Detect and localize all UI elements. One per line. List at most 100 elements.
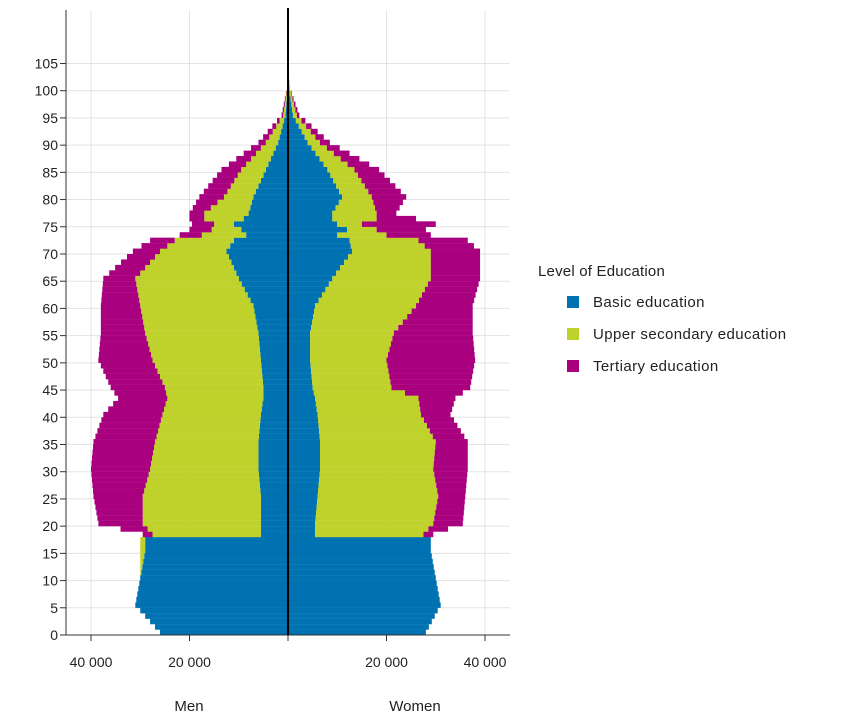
bar-men-secondary-age-65 xyxy=(135,275,239,282)
bar-women-basic-age-69 xyxy=(288,253,349,260)
bar-women-secondary-age-61 xyxy=(318,297,420,304)
bar-men-tertiary-age-97 xyxy=(283,101,285,108)
bar-men-tertiary-age-69 xyxy=(126,253,156,260)
bar-men-tertiary-age-46 xyxy=(108,379,163,385)
bar-men-basic-age-15 xyxy=(145,547,288,554)
bar-women-secondary-age-42 xyxy=(315,400,420,407)
bar-women-secondary-age-36 xyxy=(319,433,433,440)
bar-men-basic-age-60 xyxy=(253,302,288,309)
axes-layer: 0 5 10 15 20 25 30 35 40 45 50 55 60 65 70 75 80 85 90 95 10… xyxy=(35,8,510,670)
bar-women-basic-age-0 xyxy=(288,629,426,636)
bar-women-basic-age-41 xyxy=(288,406,317,412)
y-tick-label: 50 xyxy=(42,355,58,371)
bar-women-basic-age-77 xyxy=(288,210,333,217)
bar-women-basic-age-12 xyxy=(288,564,434,570)
bar-men-secondary-age-36 xyxy=(156,433,259,440)
bar-men-secondary-age-33 xyxy=(153,449,259,456)
legend: Level of Education Basic education Upper… xyxy=(538,263,786,382)
bar-men-basic-age-84 xyxy=(263,172,288,178)
bar-women-secondary-age-77 xyxy=(332,210,377,217)
bar-men-basic-age-87 xyxy=(270,156,288,162)
bar-women-tertiary-age-86 xyxy=(347,161,370,168)
bar-men-basic-age-10 xyxy=(140,575,288,581)
bar-women-secondary-age-54 xyxy=(310,335,393,342)
bar-women-secondary-age-83 xyxy=(333,177,362,184)
bar-women-basic-age-6 xyxy=(288,596,440,603)
bar-women-secondary-age-71 xyxy=(350,243,425,249)
bar-women-secondary-age-91 xyxy=(304,134,316,140)
bar-women-tertiary-age-94 xyxy=(301,117,306,124)
bar-men-tertiary-age-74 xyxy=(189,226,212,233)
bar-women-secondary-age-96 xyxy=(292,107,296,113)
bar-men-secondary-age-43 xyxy=(167,395,264,402)
bar-men-basic-age-59 xyxy=(254,308,288,315)
y-tick-label: 60 xyxy=(42,300,58,316)
bar-women-tertiary-age-37 xyxy=(429,428,461,434)
bar-women-tertiary-age-93 xyxy=(306,123,312,129)
bar-men-basic-age-17 xyxy=(145,537,288,543)
bar-women-secondary-age-47 xyxy=(311,373,390,380)
bar-women-tertiary-age-52 xyxy=(389,346,475,353)
bar-women-tertiary-age-23 xyxy=(436,504,465,510)
bar-women-tertiary-age-27 xyxy=(436,482,467,489)
bar-women-secondary-age-67 xyxy=(340,264,431,271)
bar-men-secondary-age-69 xyxy=(155,253,229,260)
bar-men-basic-age-2 xyxy=(150,618,288,625)
bar-women-secondary-age-20 xyxy=(315,520,434,527)
bar-men-basic-age-89 xyxy=(275,145,288,151)
bar-men-basic-age-29 xyxy=(258,471,288,478)
bar-women-basic-age-63 xyxy=(288,286,326,293)
bar-women-basic-age-10 xyxy=(288,575,436,581)
bar-women-basic-age-88 xyxy=(288,150,316,157)
legend-item-tertiary: Tertiary education xyxy=(538,350,786,382)
bar-men-basic-age-78 xyxy=(250,205,288,211)
bar-men-basic-age-56 xyxy=(257,324,288,331)
bar-women-basic-age-91 xyxy=(288,134,305,140)
bar-men-secondary-age-84 xyxy=(237,172,264,178)
bar-women-tertiary-age-77 xyxy=(376,210,397,217)
bar-men-basic-age-28 xyxy=(259,477,288,483)
bar-men-secondary-age-59 xyxy=(141,308,255,315)
bar-women-secondary-age-51 xyxy=(310,351,388,358)
bar-women-tertiary-age-62 xyxy=(421,292,476,298)
bar-women-basic-age-45 xyxy=(288,384,313,391)
bar-men-tertiary-age-38 xyxy=(99,422,160,429)
bar-men-secondary-age-11 xyxy=(140,569,142,576)
bar-women-basic-age-65 xyxy=(288,275,333,282)
bar-women-basic-age-64 xyxy=(288,281,329,287)
bar-men-secondary-age-83 xyxy=(234,177,261,184)
bar-women-basic-age-26 xyxy=(288,488,319,494)
bar-men-tertiary-age-44 xyxy=(114,390,167,396)
y-tick-label: 20 xyxy=(42,518,58,534)
bar-women-basic-age-95 xyxy=(288,112,293,119)
bar-men-secondary-age-29 xyxy=(148,471,259,478)
bar-women-basic-age-15 xyxy=(288,547,431,554)
bar-women-basic-age-82 xyxy=(288,183,337,189)
bar-men-tertiary-age-20 xyxy=(98,520,143,527)
bar-women-basic-age-21 xyxy=(288,515,316,521)
bar-men-secondary-age-64 xyxy=(136,281,242,287)
bar-women-basic-age-29 xyxy=(288,471,320,478)
bar-women-tertiary-age-95 xyxy=(296,112,300,119)
bar-women-secondary-age-75 xyxy=(337,221,362,227)
y-tick-label: 80 xyxy=(42,192,58,208)
bar-men-secondary-age-95 xyxy=(283,112,286,119)
bar-men-tertiary-age-82 xyxy=(208,183,231,189)
bar-women-basic-age-28 xyxy=(288,477,320,483)
bar-men-tertiary-age-48 xyxy=(103,368,158,374)
y-tick-label: 15 xyxy=(42,545,58,561)
bar-men-secondary-age-86 xyxy=(246,161,269,168)
bar-men-tertiary-age-86 xyxy=(228,161,247,168)
bar-men-basic-age-39 xyxy=(260,417,288,423)
bar-women-secondary-age-64 xyxy=(328,281,428,287)
bar-men-tertiary-age-31 xyxy=(91,460,152,467)
bar-women-secondary-age-49 xyxy=(310,362,388,369)
bar-men-secondary-age-97 xyxy=(284,101,287,108)
bar-women-secondary-age-29 xyxy=(319,471,435,478)
bar-women-secondary-age-98 xyxy=(290,96,293,102)
x-tick-label: 40 000 xyxy=(464,654,507,670)
bar-women-secondary-age-32 xyxy=(320,455,435,461)
bar-women-basic-age-52 xyxy=(288,346,311,353)
y-tick-label: 10 xyxy=(42,573,58,589)
bar-women-basic-age-90 xyxy=(288,139,308,146)
